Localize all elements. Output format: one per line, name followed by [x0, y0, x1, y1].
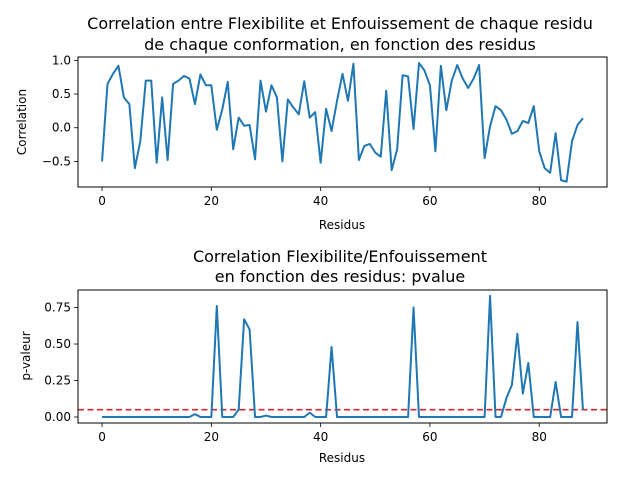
pvalue-x-tick-label: 20 [204, 430, 219, 444]
correlation-x-tick-label: 40 [313, 194, 328, 208]
pvalue-y-tick-label: 0.25 [44, 374, 71, 388]
correlation-subplot: Correlation entre Flexibilite et Enfouis… [15, 14, 608, 232]
correlation-x-tick-label: 60 [422, 194, 437, 208]
correlation-y-tick-label: 1.0 [52, 53, 71, 67]
pvalue-ticks: 0 20 40 60 80 0.00 0.25 0.50 0.75 [44, 301, 547, 444]
correlation-x-axis-label: Residus [319, 218, 365, 232]
correlation-series-line [101, 62, 584, 183]
pvalue-title-line2: en fonction des residus: pvalue [215, 267, 465, 286]
pvalue-x-tick-label: 60 [422, 430, 437, 444]
correlation-x-tick-label: 80 [532, 194, 547, 208]
pvalue-y-tick-label: 0.00 [44, 410, 71, 424]
pvalue-axes-frame [77, 289, 608, 424]
correlation-title-line1: Correlation entre Flexibilite et Enfouis… [87, 14, 593, 33]
pvalue-x-tick-label: 0 [98, 430, 106, 444]
pvalue-x-axis-label: Residus [319, 451, 365, 465]
correlation-y-axis-label: Correlation [15, 89, 29, 155]
correlation-x-tick-label: 0 [98, 194, 106, 208]
correlation-y-tick-label: 0.5 [52, 87, 71, 101]
pvalue-series-line [102, 294, 584, 419]
correlation-ticks: 0 20 40 60 80 −0.5 0.0 0.5 1.0 [42, 53, 547, 208]
pvalue-subplot: Correlation Flexibilite/Enfouissement en… [19, 247, 608, 465]
correlation-y-tick-label: 0.0 [52, 121, 71, 135]
pvalue-title-line1: Correlation Flexibilite/Enfouissement [193, 247, 487, 266]
correlation-x-tick-label: 20 [204, 194, 219, 208]
correlation-y-tick-label: −0.5 [42, 154, 71, 168]
correlation-title-line2: de chaque conformation, en fonction des … [144, 35, 536, 54]
pvalue-y-tick-label: 0.50 [44, 337, 71, 351]
pvalue-y-tick-label: 0.75 [44, 301, 71, 315]
correlation-axes-frame [77, 56, 608, 188]
pvalue-y-axis-label: p-valeur [19, 331, 33, 380]
pvalue-x-tick-label: 40 [313, 430, 328, 444]
pvalue-x-tick-label: 80 [532, 430, 547, 444]
